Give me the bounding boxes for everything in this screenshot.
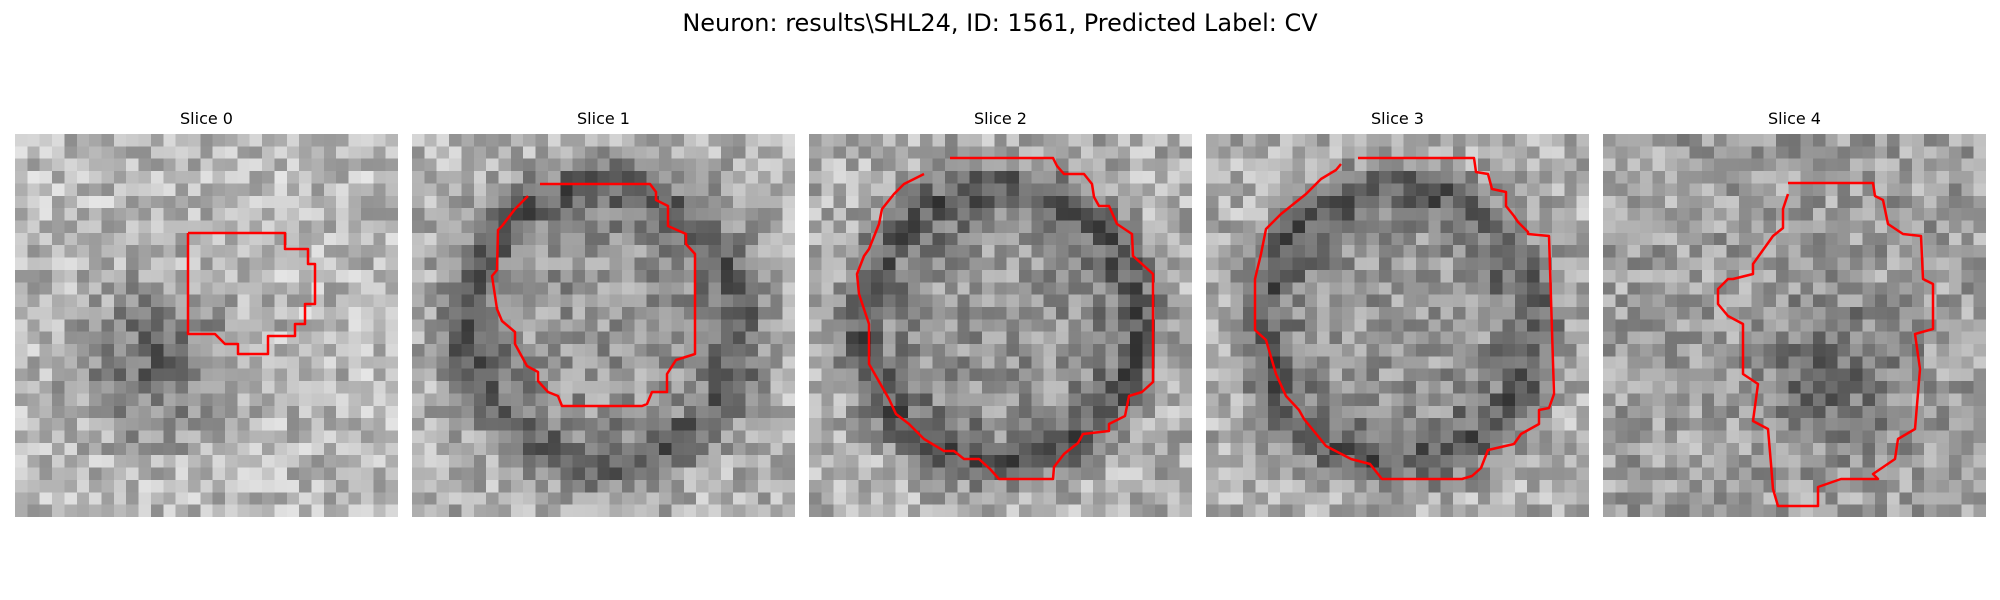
slice-panel-4: Slice 4 — [1603, 109, 1986, 517]
contour-line-2 — [855, 156, 1155, 481]
figure-title: Neuron: results\SHL24, ID: 1561, Predict… — [682, 9, 1318, 37]
contour-line-0 — [186, 231, 317, 356]
slice-title-0: Slice 0 — [180, 109, 233, 128]
slice-title-3: Slice 3 — [1371, 109, 1424, 128]
contour-line-4 — [1716, 181, 1935, 508]
slice-panel-2: Slice 2 — [809, 109, 1192, 517]
slice-image-4 — [1603, 134, 1986, 517]
slice-title-1: Slice 1 — [577, 109, 630, 128]
slice-panel-1: Slice 1 — [412, 109, 795, 517]
slice-image-0 — [15, 134, 398, 517]
segmentation-contour-1 — [490, 182, 697, 408]
contour-line-1 — [490, 182, 697, 408]
slice-image-1 — [412, 134, 795, 517]
contour-line-3 — [1253, 156, 1556, 481]
segmentation-contour-0 — [186, 231, 317, 356]
slice-title-4: Slice 4 — [1768, 109, 1821, 128]
segmentation-contour-4 — [1716, 181, 1935, 508]
segmentation-contour-2 — [855, 156, 1155, 481]
slice-image-3 — [1206, 134, 1589, 517]
slice-image-2 — [809, 134, 1192, 517]
segmentation-contour-3 — [1253, 156, 1556, 481]
slice-title-2: Slice 2 — [974, 109, 1027, 128]
slice-panel-3: Slice 3 — [1206, 109, 1589, 517]
slice-panel-0: Slice 0 — [15, 109, 398, 517]
